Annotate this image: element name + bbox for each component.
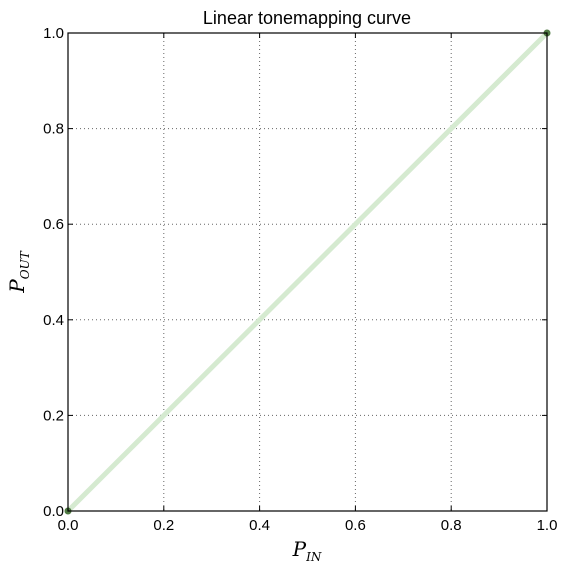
x-tick-label: 1.0 xyxy=(537,517,558,534)
y-tick-label: 0.8 xyxy=(43,121,64,138)
x-tick-label: 0.0 xyxy=(58,517,79,534)
y-tick-label: 1.0 xyxy=(43,25,64,42)
y-axis-label-main: P xyxy=(5,279,29,294)
plot-frame xyxy=(67,32,548,512)
chart-title: Linear tonemapping curve xyxy=(203,8,411,28)
x-axis-label: PIN xyxy=(292,537,322,564)
y-tick-label: 0.0 xyxy=(43,503,64,520)
x-tick-label: 0.2 xyxy=(153,517,174,534)
x-tick-label: 0.6 xyxy=(345,517,366,534)
y-axis-label: POUT xyxy=(5,250,32,293)
x-tick-label: 0.8 xyxy=(441,517,462,534)
ticks xyxy=(67,32,548,512)
y-tick-label: 0.6 xyxy=(43,216,64,233)
series-line xyxy=(66,31,549,513)
y-tick-label: 0.4 xyxy=(43,312,64,329)
x-tick-labels: 0.0 0.2 0.4 0.6 0.8 1.0 xyxy=(58,517,558,534)
y-tick-labels: 0.0 0.2 0.4 0.6 0.8 1.0 xyxy=(43,25,64,520)
x-axis-label-sub: IN xyxy=(305,550,322,564)
x-axis-label-main: P xyxy=(292,537,307,561)
y-axis-label-sub: OUT xyxy=(18,250,32,279)
series-layer xyxy=(64,29,551,515)
y-tick-label: 0.2 xyxy=(43,407,64,424)
x-tick-label: 0.4 xyxy=(249,517,270,534)
